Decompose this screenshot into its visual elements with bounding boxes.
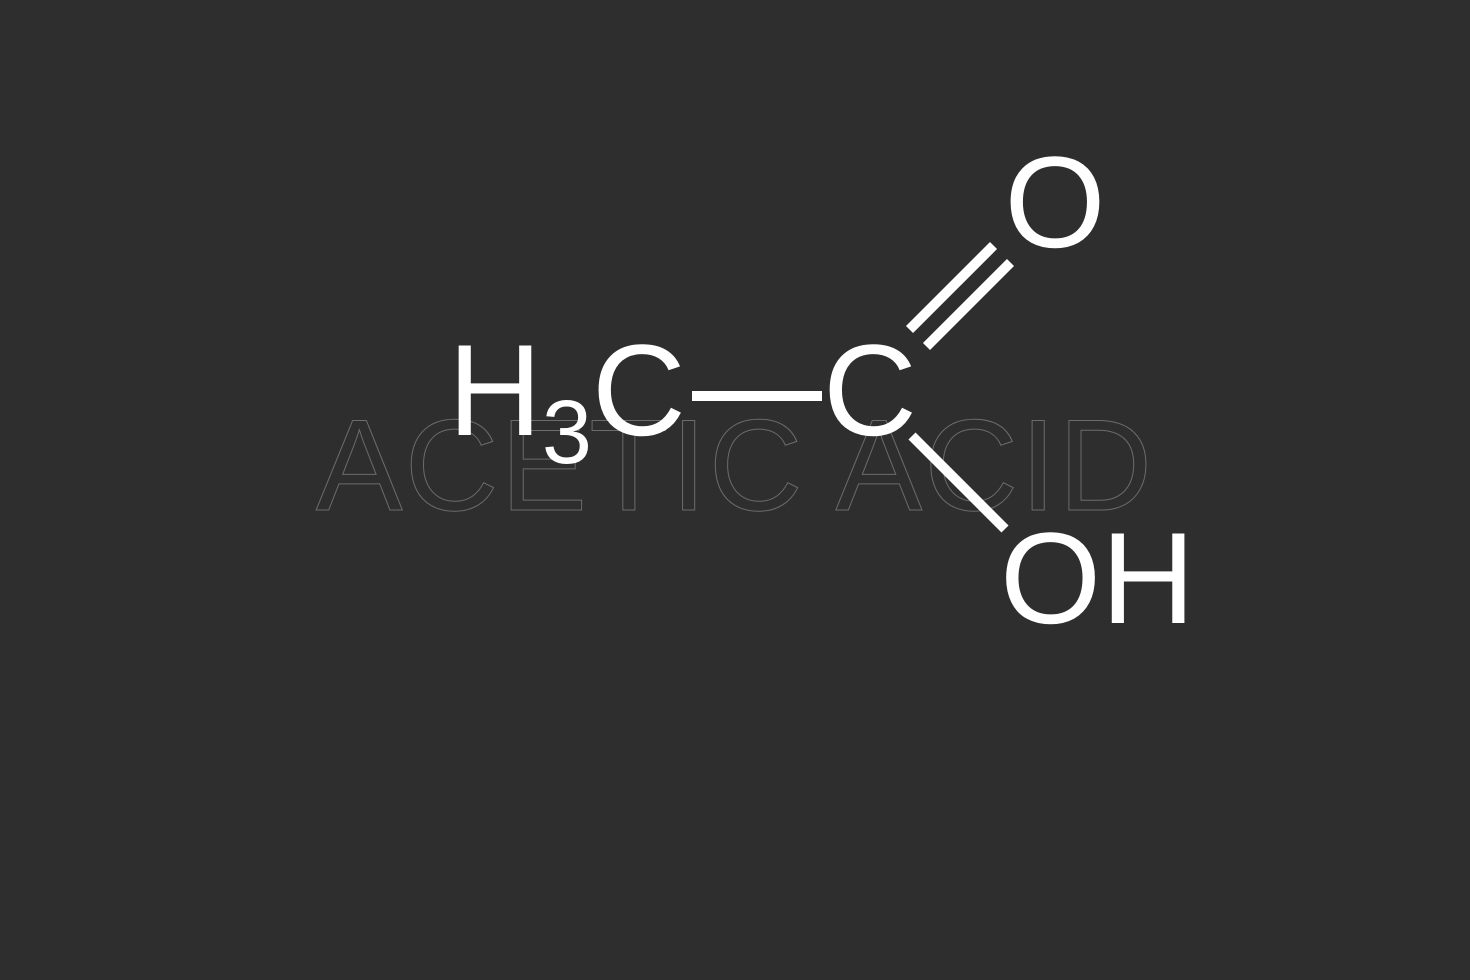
molecule-bonds [0,0,1470,980]
atom-O_double: O [1004,137,1105,267]
atom-CH3: H3C [448,325,686,455]
atom-OH: OH [1000,513,1195,643]
atom-C: C [823,325,917,455]
diagram-canvas: ACETIC ACID H3CCOOH [0,0,1470,980]
